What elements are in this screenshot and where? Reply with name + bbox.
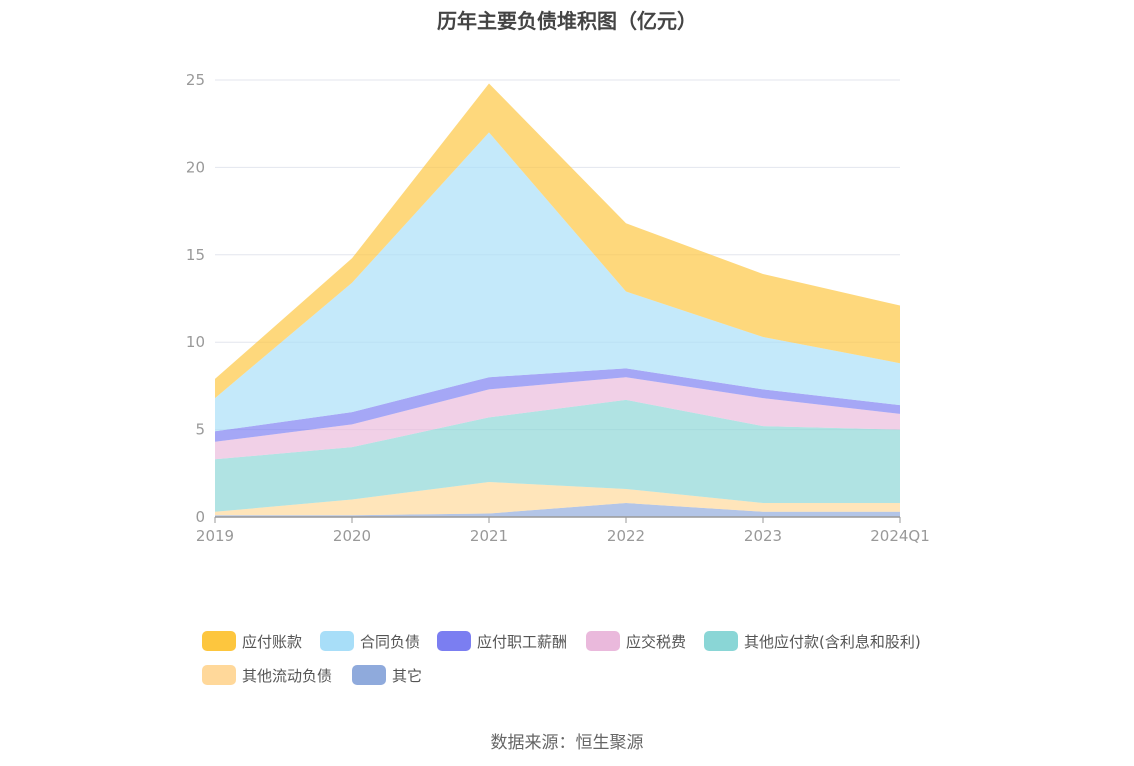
- legend-label: 其他应付款(含利息和股利): [744, 632, 921, 651]
- legend-swatch: [202, 665, 236, 685]
- area-series-3[interactable]: [215, 377, 900, 460]
- legend-label: 应付职工薪酬: [477, 632, 568, 651]
- legend-item-accounts-payable[interactable]: 应付账款: [202, 630, 302, 652]
- x-tick-label: 2024Q1: [870, 527, 930, 545]
- legend-item-other-current-liabilities[interactable]: 其他流动负债: [202, 664, 332, 686]
- legend-label: 其它: [392, 666, 423, 685]
- area-series-6[interactable]: [215, 83, 900, 399]
- legend-swatch: [704, 631, 738, 651]
- legend-swatch: [437, 631, 471, 651]
- legend-label: 应付账款: [242, 632, 303, 651]
- x-tick-label: 2019: [196, 527, 234, 545]
- legend-item-others[interactable]: 其它: [352, 664, 422, 686]
- x-tick-label: 2020: [333, 527, 371, 545]
- area-series-5[interactable]: [215, 132, 900, 432]
- legend-swatch: [352, 665, 386, 685]
- chart-title: 历年主要负债堆积图（亿元）: [437, 9, 697, 33]
- legend-swatch: [586, 631, 620, 651]
- legend-item-taxes-payable[interactable]: 应交税费: [586, 630, 686, 652]
- x-tick-label: 2023: [744, 527, 782, 545]
- legend-swatch: [202, 631, 236, 651]
- area-series-4[interactable]: [215, 368, 900, 442]
- y-tick-label: 20: [186, 158, 205, 176]
- legend-item-other-payables[interactable]: 其他应付款(含利息和股利): [704, 630, 921, 652]
- x-tick-label: 2022: [607, 527, 645, 545]
- legend-item-employee-payroll[interactable]: 应付职工薪酬: [437, 630, 567, 652]
- y-tick-label: 25: [186, 71, 205, 89]
- area-series-1[interactable]: [215, 482, 900, 516]
- data-source: 数据来源：恒生聚源: [490, 733, 644, 753]
- area-series-2[interactable]: [215, 399, 900, 512]
- legend-label: 合同负债: [360, 632, 421, 651]
- stacked-areas: [215, 83, 900, 517]
- area-series-0[interactable]: [215, 503, 900, 517]
- legend-label: 应交税费: [626, 632, 687, 651]
- x-tick-label: 2021: [470, 527, 508, 545]
- legend-item-contract-liabilities[interactable]: 合同负债: [320, 630, 420, 652]
- legend-label: 其他流动负债: [242, 666, 333, 685]
- y-tick-label: 0: [195, 508, 205, 526]
- y-tick-label: 10: [186, 333, 205, 351]
- axes: 0 5 10 15 20 25 2019 2020 2021 2022 2023 2024Q1: [186, 71, 930, 545]
- y-tick-label: 5: [195, 421, 205, 439]
- legend-swatch: [320, 631, 354, 651]
- y-tick-label: 15: [186, 246, 205, 264]
